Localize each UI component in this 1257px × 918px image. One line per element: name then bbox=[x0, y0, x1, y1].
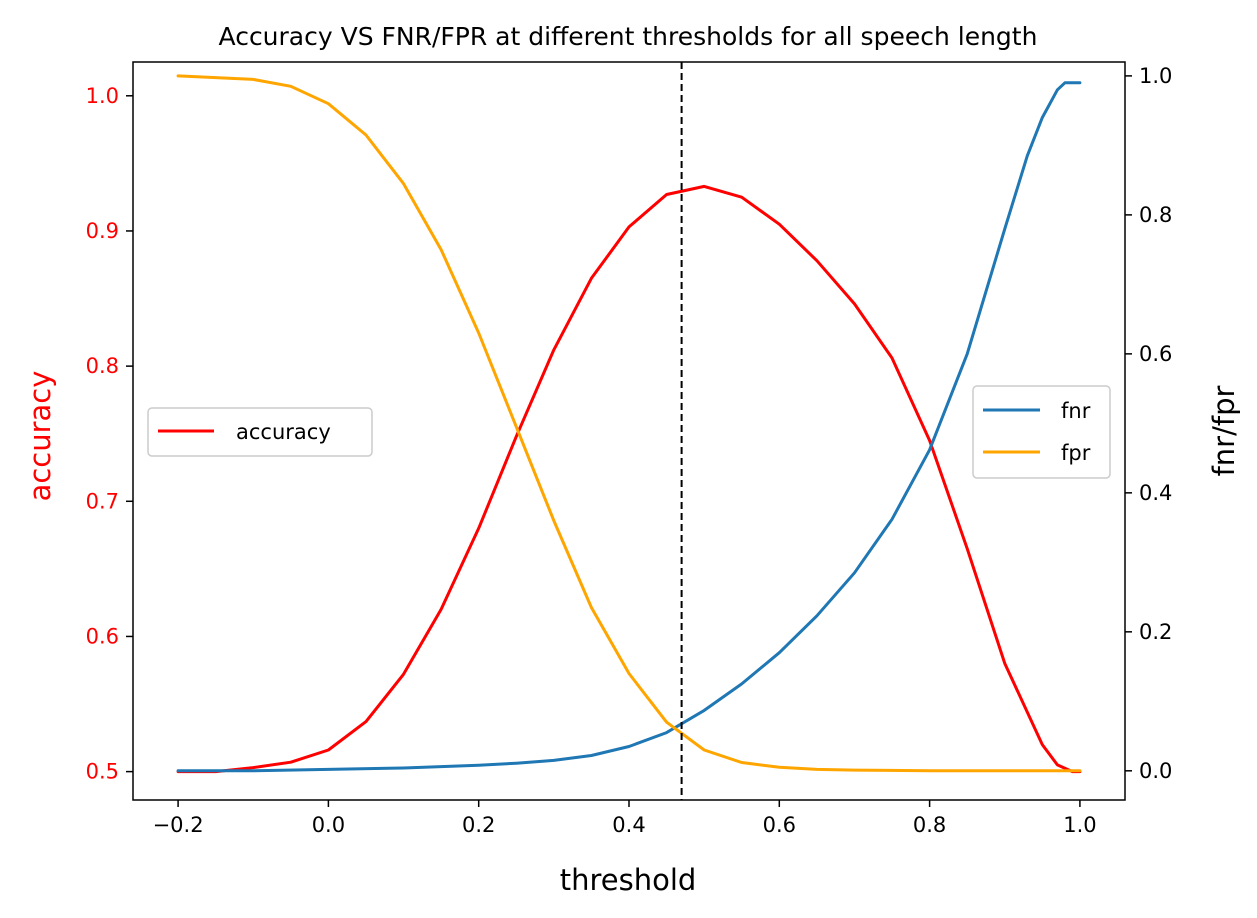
right-axis-label: fnr/fpr bbox=[1207, 386, 1241, 477]
right-axis-ticks: 0.0 0.2 0.4 0.6 0.8 1.0 bbox=[1125, 64, 1172, 783]
left-tick-label: 1.0 bbox=[86, 84, 119, 108]
right-tick-label: 0.0 bbox=[1139, 759, 1172, 783]
left-tick-label: 0.9 bbox=[86, 219, 119, 243]
left-tick-label: 0.5 bbox=[86, 760, 119, 784]
legend-label-fnr: fnr bbox=[1061, 399, 1091, 423]
series-layer bbox=[176, 74, 1082, 774]
legend-label-accuracy: accuracy bbox=[236, 420, 331, 444]
left-tick-label: 0.6 bbox=[86, 624, 119, 648]
x-tick-label: 0.8 bbox=[913, 813, 946, 837]
left-tick-label: 0.8 bbox=[86, 354, 119, 378]
legend-fnr-fpr: fnr fpr bbox=[972, 385, 1111, 479]
legend-accuracy-box bbox=[147, 407, 373, 457]
legend-label-fpr: fpr bbox=[1061, 441, 1091, 465]
x-tick-label: 0.0 bbox=[312, 813, 345, 837]
right-tick-label: 0.2 bbox=[1139, 620, 1172, 644]
x-tick-label: 1.0 bbox=[1063, 813, 1096, 837]
left-axis-label: accuracy bbox=[23, 371, 57, 502]
series-line-fnr bbox=[176, 81, 1082, 773]
right-tick-label: 0.8 bbox=[1139, 203, 1172, 227]
left-axis-ticks: 0.5 0.6 0.7 0.8 0.9 1.0 bbox=[86, 84, 133, 784]
x-tick-label: −0.2 bbox=[153, 813, 204, 837]
right-tick-label: 0.4 bbox=[1139, 481, 1172, 505]
x-tick-label: 0.6 bbox=[763, 813, 796, 837]
series-line-accuracy bbox=[176, 184, 1082, 774]
x-tick-label: 0.4 bbox=[612, 813, 645, 837]
chart-title: Accuracy VS FNR/FPR at different thresho… bbox=[219, 22, 1038, 51]
right-tick-label: 1.0 bbox=[1139, 64, 1172, 88]
x-tick-label: 0.2 bbox=[462, 813, 495, 837]
x-axis-label: threshold bbox=[560, 863, 697, 897]
legend-accuracy: accuracy bbox=[147, 407, 373, 457]
left-tick-label: 0.7 bbox=[86, 489, 119, 513]
right-tick-label: 0.6 bbox=[1139, 342, 1172, 366]
x-axis-ticks: −0.2 0.0 0.2 0.4 0.6 0.8 1.0 bbox=[153, 800, 1097, 837]
series-line-fpr bbox=[176, 74, 1082, 773]
